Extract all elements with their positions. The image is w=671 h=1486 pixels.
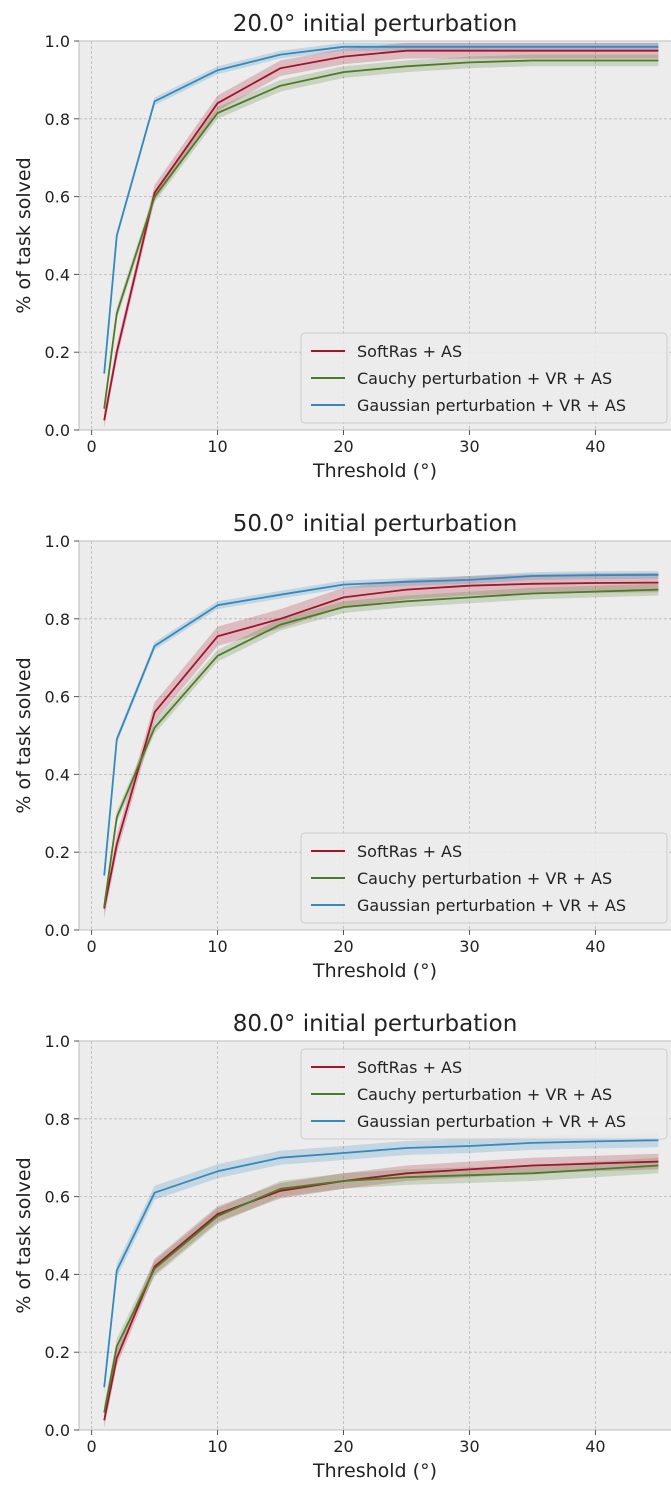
legend-label-1: SoftRas + AS bbox=[357, 342, 462, 361]
y-tick-label: 0.8 bbox=[45, 110, 70, 129]
legend-box bbox=[300, 1048, 668, 1140]
series-line-3 bbox=[103, 573, 659, 876]
y-tick-label: 1.0 bbox=[45, 1032, 70, 1051]
y-tick-label: 0.4 bbox=[45, 765, 70, 784]
x-tick-label: 10 bbox=[207, 437, 227, 456]
legend-box bbox=[300, 332, 668, 424]
y-tick-label: 0.8 bbox=[45, 1110, 70, 1129]
x-tick-label: 20 bbox=[333, 937, 353, 956]
legend-label-2: Cauchy perturbation + VR + AS bbox=[357, 369, 612, 388]
legend-label-1: SoftRas + AS bbox=[357, 842, 462, 861]
chart-panel-2: 0.0 0.2 0.4 0.6 0.8 1.0 0 10 20 30 40 50.0° initial… bbox=[13, 511, 671, 982]
y-axis-label: % of task solved bbox=[13, 1157, 35, 1313]
x-axis-label: Threshold (°) bbox=[312, 960, 437, 982]
legend: SoftRas + AS Cauchy perturbation + VR + A… bbox=[300, 332, 668, 424]
x-tick-label: 40 bbox=[585, 1437, 605, 1456]
series-line-3 bbox=[103, 45, 659, 374]
legend-label-1: SoftRas + AS bbox=[357, 1058, 462, 1077]
chart-title: 20.0° initial perturbation bbox=[233, 11, 518, 37]
y-tick-label: 0.4 bbox=[45, 1265, 70, 1284]
x-tick-label: 0 bbox=[87, 437, 97, 456]
legend-box bbox=[300, 832, 668, 924]
x-axis-label: Threshold (°) bbox=[312, 1460, 437, 1482]
legend-label-3: Gaussian perturbation + VR + AS bbox=[357, 896, 626, 915]
legend-label-3: Gaussian perturbation + VR + AS bbox=[357, 1112, 626, 1131]
legend-label-2: Cauchy perturbation + VR + AS bbox=[357, 1085, 612, 1104]
chart-panel-3: 0.0 0.2 0.4 0.6 0.8 1.0 0 10 20 30 40 80.0° initial… bbox=[13, 1011, 671, 1482]
chart-panel-1: 0.0 0.2 0.4 0.6 0.8 1.0 0 10 20 30 40 20.0° initial… bbox=[13, 11, 671, 482]
series-line-2 bbox=[103, 59, 659, 409]
x-tick-label: 40 bbox=[585, 437, 605, 456]
series-line-2 bbox=[103, 1164, 659, 1413]
legend-label-2: Cauchy perturbation + VR + AS bbox=[357, 869, 612, 888]
x-tick-label: 20 bbox=[333, 437, 353, 456]
y-tick-label: 0.6 bbox=[45, 188, 70, 207]
y-axis-label: % of task solved bbox=[13, 657, 35, 813]
x-tick-label: 20 bbox=[333, 1437, 353, 1456]
y-tick-label: 0.6 bbox=[45, 688, 70, 707]
y-tick-label: 0.6 bbox=[45, 1188, 70, 1207]
x-tick-label: 0 bbox=[87, 1437, 97, 1456]
legend: SoftRas + AS Cauchy perturbation + VR + A… bbox=[300, 832, 668, 924]
y-tick-label: 0.4 bbox=[45, 265, 70, 284]
x-tick-label: 10 bbox=[207, 937, 227, 956]
x-tick-label: 30 bbox=[459, 437, 479, 456]
y-tick-label: 0.2 bbox=[45, 843, 70, 862]
y-tick-label: 0.0 bbox=[45, 421, 70, 440]
chart-title: 50.0° initial perturbation bbox=[233, 511, 518, 537]
x-tick-label: 30 bbox=[459, 937, 479, 956]
y-tick-label: 0.2 bbox=[45, 343, 70, 362]
x-tick-label: 0 bbox=[87, 937, 97, 956]
legend: SoftRas + AS Cauchy perturbation + VR + A… bbox=[300, 1048, 668, 1140]
x-tick-label: 40 bbox=[585, 937, 605, 956]
chart-title: 80.0° initial perturbation bbox=[233, 1011, 518, 1037]
y-axis-label: % of task solved bbox=[13, 157, 35, 313]
x-tick-label: 30 bbox=[459, 1437, 479, 1456]
series-line-3 bbox=[103, 1139, 659, 1388]
series-line-1 bbox=[103, 49, 659, 421]
y-tick-label: 0.2 bbox=[45, 1343, 70, 1362]
y-tick-label: 0.0 bbox=[45, 921, 70, 940]
series-line-2 bbox=[103, 588, 659, 907]
x-tick-label: 10 bbox=[207, 1437, 227, 1456]
legend-label-3: Gaussian perturbation + VR + AS bbox=[357, 396, 626, 415]
y-tick-label: 0.0 bbox=[45, 1421, 70, 1440]
y-tick-label: 1.0 bbox=[45, 32, 70, 51]
y-tick-label: 0.8 bbox=[45, 610, 70, 629]
y-tick-label: 1.0 bbox=[45, 532, 70, 551]
x-axis-label: Threshold (°) bbox=[312, 460, 437, 482]
